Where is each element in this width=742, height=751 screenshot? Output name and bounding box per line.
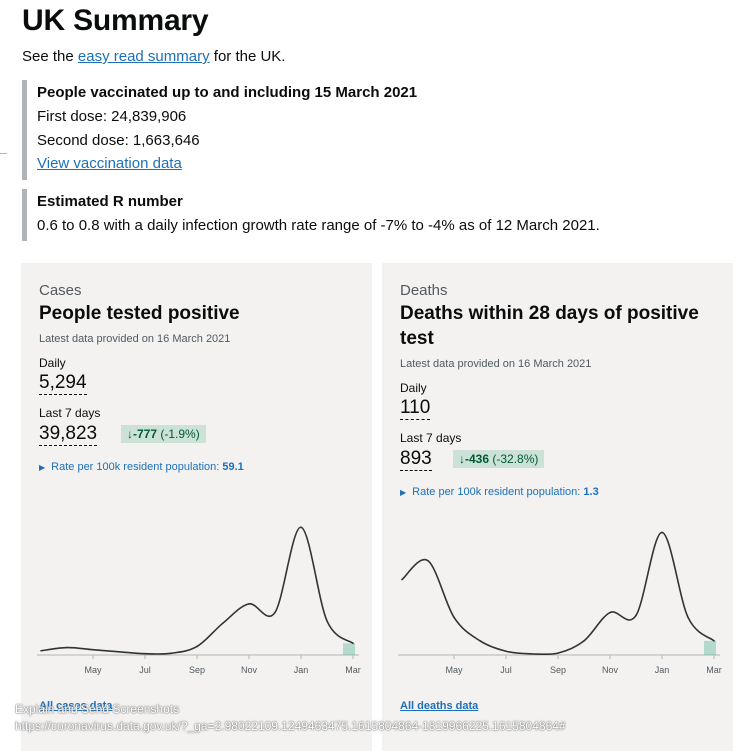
cases-updated-date: Latest data provided on 16 March 2021: [39, 333, 231, 345]
intro-text-before: See the: [22, 48, 78, 65]
deaths-week-value[interactable]: 893: [400, 448, 432, 471]
deaths-rate-label: Rate per 100k resident population:: [412, 486, 581, 498]
data-point-jun-3: [118, 651, 120, 653]
deaths-week-label: Last 7 days: [400, 431, 462, 445]
data-point-mar-0: [40, 649, 42, 652]
cases-rate-toggle[interactable]: ▶ Rate per 100k resident population: 59.1: [39, 461, 244, 473]
deaths-daily-label: Daily: [400, 381, 427, 395]
cases-chart: May Jul Sep Nov Jan Mar: [37, 526, 361, 675]
vaccination-heading: People vaccinated up to and including 15…: [37, 84, 418, 101]
deaths-change-percent: (-32.8%): [492, 452, 539, 466]
deaths-rate-value: 1.3: [583, 486, 599, 498]
series-line: [401, 531, 715, 656]
data-point-jun-3: [479, 640, 481, 642]
data-point-may-2: [92, 648, 94, 651]
deaths-chart: May Jul Sep Nov Jan Mar: [398, 531, 722, 675]
intro-text: See the easy read summary for the UK.: [22, 48, 285, 65]
x-tick-label-sep: Sep: [189, 665, 205, 675]
data-point-feb-11: [687, 616, 689, 619]
deaths-daily-value[interactable]: 110: [400, 397, 431, 420]
data-point-sep-6: [196, 645, 198, 648]
second-dose-text: Second dose: 1,663,646: [37, 132, 200, 149]
deaths-updated-date: Latest data provided on 16 March 2021: [400, 358, 592, 370]
x-tick-label-mar: Mar: [706, 665, 722, 675]
arrow-down-icon: ↓: [127, 427, 133, 441]
all-cases-data-link[interactable]: All cases data: [39, 700, 113, 712]
r-number-text: 0.6 to 0.8 with a daily infection growth…: [37, 217, 600, 234]
data-point-apr-1: [66, 646, 68, 649]
data-point-dec-9: [274, 611, 276, 614]
first-dose-text: First dose: 24,839,906: [37, 108, 187, 125]
data-point-feb-11: [326, 620, 328, 622]
data-point-jan-10: [661, 531, 663, 534]
data-point-may-2: [453, 616, 455, 619]
deaths-change-value: -436: [465, 452, 490, 466]
deaths-caption: Deaths: [400, 282, 448, 299]
triangle-right-icon: ▶: [39, 463, 46, 472]
cases-week-value[interactable]: 39,823: [39, 423, 98, 446]
cases-change-value: -777: [133, 427, 158, 441]
x-tick-label-jan: Jan: [655, 665, 670, 675]
data-point-aug-5: [531, 653, 533, 655]
watermark-url: https://coronavirus.data.gov.uk/?_ga=2.9…: [15, 719, 566, 733]
data-point-nov-8: [248, 603, 250, 605]
page-edge-tick: [0, 153, 7, 154]
all-deaths-data-link[interactable]: All deaths data: [400, 700, 479, 712]
cases-daily-label: Daily: [39, 356, 66, 370]
vaccination-summary: People vaccinated up to and including 15…: [22, 80, 417, 180]
cases-caption: Cases: [39, 282, 82, 299]
intro-text-after: for the UK.: [209, 48, 286, 65]
data-point-jan-10: [300, 526, 302, 529]
triangle-right-icon: ▶: [400, 488, 407, 497]
x-tick-label-nov: Nov: [602, 665, 619, 675]
data-point-oct-7: [583, 640, 585, 642]
cases-change-tag: ↓-777 (-1.9%): [121, 425, 206, 443]
x-tick-label-may: May: [84, 665, 102, 675]
deaths-change-tag: ↓-436 (-32.8%): [453, 450, 545, 468]
cases-week-label: Last 7 days: [39, 406, 101, 420]
data-point-apr-1: [427, 559, 429, 562]
cases-change-percent: (-1.9%): [160, 427, 200, 441]
series-line: [40, 526, 354, 655]
easy-read-summary-link[interactable]: easy read summary: [77, 48, 210, 65]
page-title: UK Summary: [22, 4, 209, 37]
data-point-oct-7: [222, 622, 224, 624]
cases-daily-value[interactable]: 5,294: [39, 372, 87, 395]
x-tick-label-jul: Jul: [139, 665, 151, 675]
data-point-jul-4: [144, 652, 146, 655]
data-point-sep-6: [557, 652, 559, 654]
cases-rate-label: Rate per 100k resident population:: [51, 461, 220, 473]
data-point-nov-8: [609, 611, 611, 614]
latest-period-highlight: [704, 640, 716, 655]
deaths-title: Deaths within 28 days of positive test: [400, 303, 699, 349]
r-number-summary: Estimated R number 0.6 to 0.8 with a dai…: [22, 189, 600, 241]
cases-rate-value: 59.1: [222, 461, 244, 473]
data-point-mar-0: [401, 578, 403, 581]
x-tick-label-jul: Jul: [500, 665, 512, 675]
deaths-rate-toggle[interactable]: ▶ Rate per 100k resident population: 1.3: [400, 486, 599, 498]
data-point-mar-12: [352, 642, 354, 645]
x-tick-label-sep: Sep: [550, 665, 566, 675]
x-tick-label-jan: Jan: [294, 665, 309, 675]
data-point-dec-9: [635, 614, 637, 617]
arrow-down-icon: ↓: [459, 452, 465, 466]
data-point-mar-12: [713, 640, 715, 642]
latest-period-highlight: [343, 643, 355, 655]
watermark-title: Explain and Send Screenshots: [15, 702, 180, 716]
data-point-aug-5: [170, 652, 172, 655]
x-tick-label-may: May: [445, 665, 463, 675]
x-tick-label-nov: Nov: [241, 665, 258, 675]
x-tick-label-mar: Mar: [345, 665, 361, 675]
cases-title: People tested positive: [39, 303, 240, 324]
cases-card: Cases People tested positive Latest data…: [21, 263, 372, 751]
deaths-card: Deaths Deaths within 28 days of positive…: [382, 263, 733, 751]
view-vaccination-data-link[interactable]: View vaccination data: [37, 155, 182, 172]
r-number-heading: Estimated R number: [37, 193, 183, 210]
data-point-jul-4: [505, 650, 507, 653]
